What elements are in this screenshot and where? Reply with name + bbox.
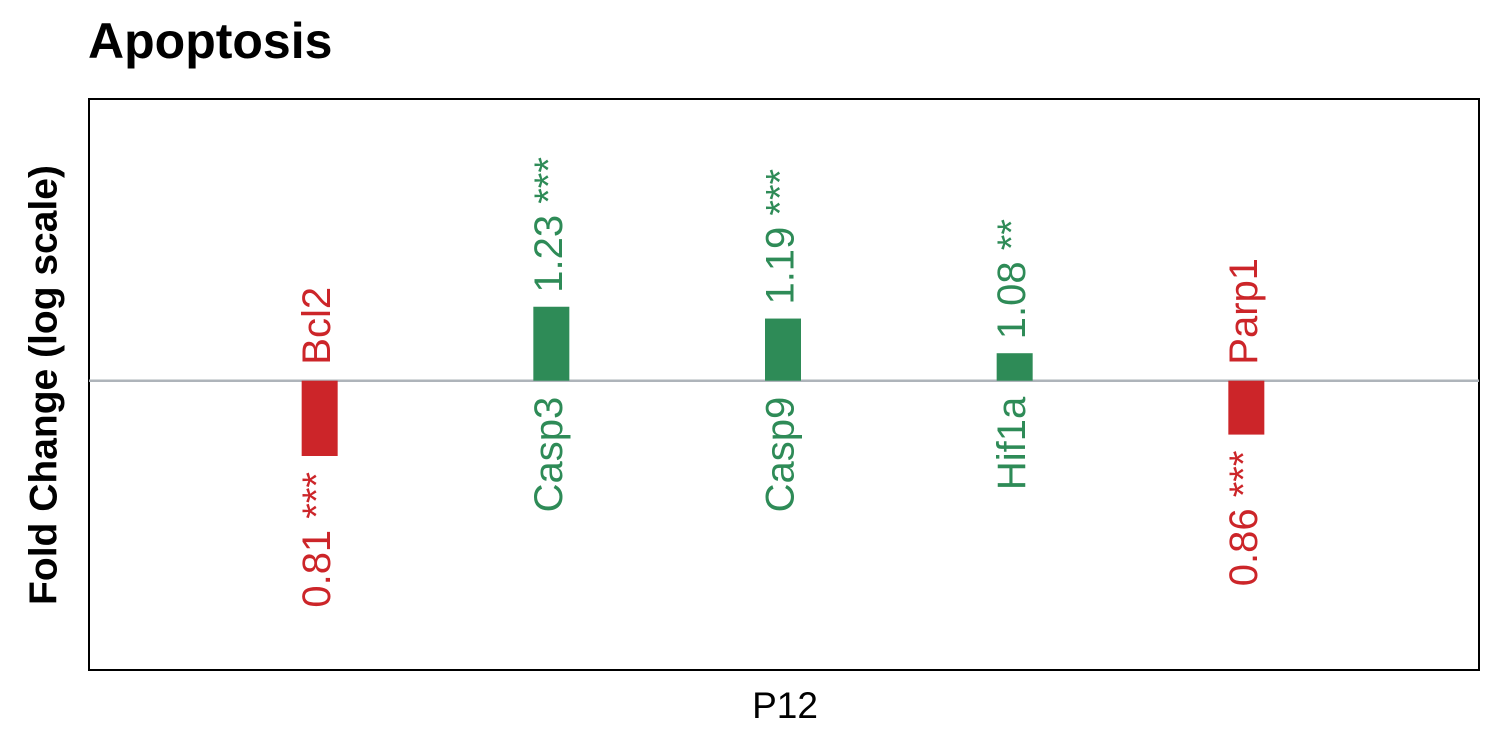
y-axis-label: Fold Change (log scale)	[22, 165, 65, 605]
category-label: Bcl2	[295, 287, 339, 365]
category-label: Casp3	[527, 397, 571, 513]
value-label: 1.19 ***	[759, 169, 803, 305]
bar	[996, 353, 1033, 381]
value-label: 1.23 ***	[527, 157, 571, 293]
value-label: 1.08 **	[990, 219, 1034, 339]
bar	[1228, 380, 1265, 435]
value-label: 0.86 ***	[1222, 451, 1266, 587]
plot-frame	[88, 98, 1480, 671]
bar	[765, 318, 801, 381]
category-label: Casp9	[759, 397, 803, 513]
category-label: Parp1	[1222, 258, 1266, 365]
bar	[533, 306, 570, 381]
category-label: Hif1a	[990, 396, 1034, 490]
x-axis-label: P12	[752, 685, 818, 726]
chart-title: Apoptosis	[88, 13, 332, 69]
value-label: 0.81 ***	[295, 472, 339, 608]
bar	[301, 380, 338, 456]
